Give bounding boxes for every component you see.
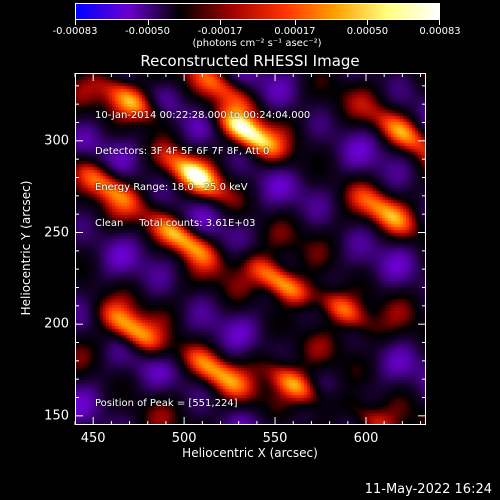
clean-counts-annotation: Clean Total counts: 3.61E+03 [95,218,256,229]
x-tick-label: 600 [353,431,379,446]
colorbar-tick-label: 0.00050 [346,26,389,37]
colorbar-tick-label: -0.00017 [197,26,243,37]
x-axis-label: Heliocentric X (arcsec) [182,446,318,460]
y-tick-label: 200 [44,316,69,332]
colorbar-tick [147,20,149,25]
plot-area [75,73,426,425]
colorbar-tick-label: 0.00017 [274,26,316,37]
y-axis-label: Heliocentric Y (arcsec) [19,180,33,316]
energy-range-annotation: Energy Range: 18.0 - 25.0 keV [95,182,248,193]
time-range-annotation: 10-Jan-2014 00:22:28.000 to 00:24:04.000 [95,110,311,121]
colorbar-tick [294,20,296,25]
x-tick-label: 550 [262,431,288,446]
colorbar-tick [220,20,222,25]
colorbar-gradient [76,4,439,19]
peak-position-annotation: Position of Peak = [551,224] [95,398,238,409]
colorbar-tick [439,20,440,25]
info-block: 10-Jan-2014 00:22:28.000 to 00:24:04.000… [95,86,310,242]
y-tick-label: 300 [44,133,69,149]
colorbar-units: (photons cm⁻² s⁻¹ asec⁻²) [192,38,322,49]
y-tick-label: 250 [44,225,69,240]
detectors-annotation: Detectors: 3F 4F 5F 6F 7F 8F, Att 0 [95,146,270,157]
x-tick-label: 450 [80,431,106,446]
colorbar [75,3,440,20]
colorbar-tick-label: 0.00083 [419,26,461,37]
heatmap-image [76,74,425,424]
x-tick-label: 500 [171,431,197,446]
colorbar-tick-label: -0.00050 [125,26,171,37]
chart-title: Reconstructed RHESSI Image [140,52,360,70]
colorbar-tick-label: -0.00083 [52,26,98,37]
y-tick-label: 150 [44,408,69,424]
colorbar-tick [75,20,76,25]
date-stamp: 11-May-2022 16:24 [364,482,492,497]
colorbar-tick [367,20,369,25]
